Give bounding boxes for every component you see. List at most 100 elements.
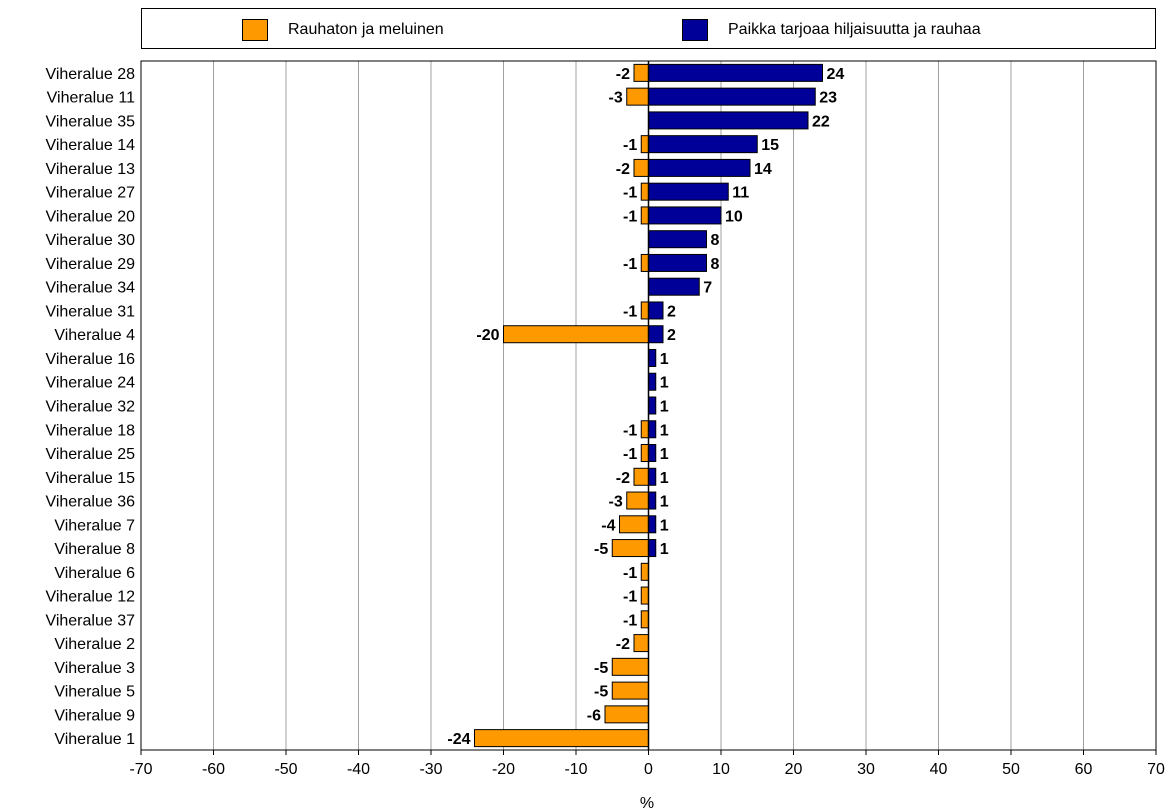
data-label: -4 bbox=[601, 517, 615, 534]
data-label: 2 bbox=[667, 303, 676, 320]
data-label: 22 bbox=[812, 113, 830, 130]
bar-quiet bbox=[648, 111, 809, 130]
category-label: Viheralue 8 bbox=[54, 541, 135, 558]
bar-restless bbox=[619, 515, 649, 534]
data-label: 1 bbox=[660, 541, 669, 558]
data-label: 1 bbox=[660, 494, 669, 511]
category-label: Viheralue 32 bbox=[45, 399, 135, 416]
bar-quiet bbox=[648, 63, 823, 82]
data-label: -1 bbox=[623, 303, 637, 320]
bar-quiet bbox=[648, 325, 664, 344]
data-label: -3 bbox=[609, 494, 623, 511]
category-label: Viheralue 28 bbox=[45, 66, 135, 83]
bar-quiet bbox=[648, 253, 707, 272]
x-tick-label: 70 bbox=[1147, 761, 1165, 778]
x-tick-label: -50 bbox=[274, 761, 297, 778]
legend-swatch-quiet bbox=[682, 19, 708, 41]
data-label: 7 bbox=[703, 280, 712, 297]
data-label: 2 bbox=[667, 327, 676, 344]
x-tick-label: 0 bbox=[644, 761, 653, 778]
category-label: Viheralue 2 bbox=[54, 636, 135, 653]
bar-restless bbox=[640, 182, 649, 201]
x-tick-label: 40 bbox=[930, 761, 948, 778]
bar-quiet bbox=[648, 135, 758, 154]
category-label: Viheralue 37 bbox=[45, 612, 135, 629]
bar-restless bbox=[640, 301, 649, 320]
data-label: 23 bbox=[819, 90, 837, 107]
data-label: -1 bbox=[623, 612, 637, 629]
x-tick-label: 60 bbox=[1075, 761, 1093, 778]
data-label: -1 bbox=[623, 208, 637, 225]
bar-restless bbox=[640, 444, 649, 463]
x-tick-label: -40 bbox=[347, 761, 370, 778]
data-label: -2 bbox=[616, 66, 630, 83]
bar-restless bbox=[611, 657, 649, 676]
data-label: -1 bbox=[623, 422, 637, 439]
category-label: Viheralue 1 bbox=[54, 731, 135, 748]
chart-legend: Rauhaton ja meluinen Paikka tarjoaa hilj… bbox=[141, 8, 1156, 49]
bar-restless bbox=[633, 158, 649, 177]
category-label: Viheralue 29 bbox=[45, 256, 135, 273]
bar-restless bbox=[604, 705, 649, 724]
bar-quiet bbox=[648, 539, 657, 558]
data-label: -24 bbox=[447, 731, 470, 748]
x-tick-label: 30 bbox=[857, 761, 875, 778]
data-label: 1 bbox=[660, 446, 669, 463]
bar-restless bbox=[611, 681, 649, 700]
data-label: -2 bbox=[616, 470, 630, 487]
bar-quiet bbox=[648, 277, 700, 296]
grid-lines bbox=[140, 61, 1157, 755]
bar-quiet bbox=[648, 420, 657, 439]
bar-restless bbox=[626, 491, 649, 510]
category-label: Viheralue 4 bbox=[54, 327, 135, 344]
category-label: Viheralue 11 bbox=[47, 90, 135, 107]
plot-frame bbox=[140, 60, 1157, 751]
data-label: -1 bbox=[623, 565, 637, 582]
data-label: -1 bbox=[623, 185, 637, 202]
data-label: 24 bbox=[827, 66, 845, 83]
labels: -70 -60 -50 -40 -30 -20 -10 0 10 20 30 40 50 60 70 -2 -3… bbox=[45, 66, 1165, 778]
category-label: Viheralue 5 bbox=[54, 684, 135, 701]
data-label: -1 bbox=[623, 446, 637, 463]
data-label: 1 bbox=[660, 351, 669, 368]
legend-label-restless: Rauhaton ja meluinen bbox=[288, 21, 444, 38]
x-tick-label: -60 bbox=[202, 761, 225, 778]
data-label: -6 bbox=[587, 707, 601, 724]
bar-restless bbox=[640, 420, 649, 439]
data-label: 10 bbox=[725, 208, 743, 225]
bar-quiet bbox=[648, 206, 722, 225]
data-label: -3 bbox=[609, 90, 623, 107]
data-label: 1 bbox=[660, 422, 669, 439]
category-label: Viheralue 12 bbox=[45, 589, 135, 606]
category-label: Viheralue 6 bbox=[54, 565, 135, 582]
data-label: -5 bbox=[594, 660, 608, 677]
bar-quiet bbox=[648, 444, 657, 463]
bar-quiet bbox=[648, 372, 657, 391]
data-label: 1 bbox=[660, 470, 669, 487]
legend-item-quiet: Paikka tarjoaa hiljaisuutta ja rauhaa bbox=[682, 19, 981, 41]
data-label: -2 bbox=[616, 636, 630, 653]
bar-quiet bbox=[648, 301, 664, 320]
category-label: Viheralue 31 bbox=[45, 303, 135, 320]
x-tick-label: -70 bbox=[129, 761, 152, 778]
x-tick-label: -10 bbox=[564, 761, 587, 778]
data-label: -2 bbox=[616, 161, 630, 178]
category-label: Viheralue 13 bbox=[45, 161, 135, 178]
data-label: 15 bbox=[761, 137, 779, 154]
bar-restless bbox=[633, 63, 649, 82]
x-tick-label: 50 bbox=[1002, 761, 1020, 778]
bar-quiet bbox=[648, 182, 729, 201]
data-label: -1 bbox=[623, 256, 637, 273]
data-label: 1 bbox=[660, 375, 669, 392]
bar-restless bbox=[640, 135, 649, 154]
bar-restless bbox=[640, 562, 649, 581]
category-label: Viheralue 30 bbox=[45, 232, 135, 249]
category-label: Viheralue 27 bbox=[45, 185, 135, 202]
bar-restless bbox=[611, 539, 649, 558]
category-label: Viheralue 36 bbox=[45, 494, 135, 511]
data-label: 11 bbox=[732, 185, 749, 202]
bar-restless bbox=[640, 253, 649, 272]
category-label: Viheralue 16 bbox=[45, 351, 135, 368]
legend-label-quiet: Paikka tarjoaa hiljaisuutta ja rauhaa bbox=[728, 21, 981, 38]
